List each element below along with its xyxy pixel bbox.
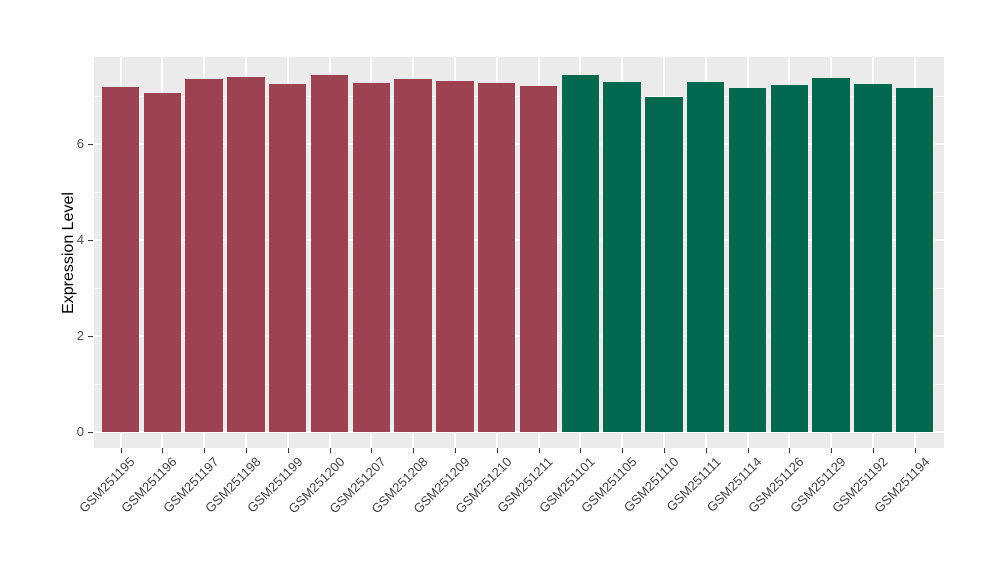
x-tick-mark [496,448,498,453]
x-tick-mark [454,448,456,453]
bar-GSM251211 [519,85,558,432]
x-tick-mark [831,448,833,453]
x-tick-mark [914,448,916,453]
x-tick-mark [120,448,122,453]
y-tick-label: 0 [76,424,84,439]
bar-GSM251207 [352,83,391,432]
minor-gridline-y3 [94,288,944,289]
x-tick-mark [204,448,206,453]
x-tick-mark [287,448,289,453]
x-tick-mark [162,448,164,453]
major-gridline-y2 [94,335,944,337]
y-tick-mark [88,432,93,433]
bar-GSM251129 [812,78,850,432]
y-tick-mark [88,336,93,337]
x-tick-mark [413,448,415,453]
x-tick-mark [329,448,331,453]
minor-gridline-y7 [94,96,944,97]
x-tick-mark [245,448,247,453]
major-gridline-y4 [94,239,944,241]
minor-gridline-y5 [94,192,944,193]
minor-gridline-y1 [94,384,944,385]
bar-GSM251192 [854,83,892,432]
y-tick-label: 6 [76,136,84,151]
x-tick-mark [872,448,874,453]
bar-GSM251105 [603,82,641,432]
bar-GSM251114 [728,88,767,432]
y-tick-label: 2 [76,328,84,343]
bar-GSM251110 [645,97,683,432]
x-tick-mark [622,448,624,453]
bar-GSM251196 [143,93,182,432]
major-gridline-y0 [94,431,944,433]
bar-GSM251194 [895,87,934,432]
bar-GSM251200 [310,74,349,432]
y-tick-label: 4 [76,232,84,247]
x-tick-mark [789,448,791,453]
bar-GSM251209 [436,80,474,432]
y-tick-mark [88,240,93,241]
y-axis-title: Expression Level [60,192,77,314]
x-tick-mark [538,448,540,453]
x-tick-mark [747,448,749,453]
major-gridline-y6 [94,143,944,145]
bar-GSM251101 [561,74,600,432]
x-tick-mark [705,448,707,453]
bar-GSM251198 [227,76,265,432]
x-tick-mark [371,448,373,453]
y-tick-mark [88,144,93,145]
bar-GSM251208 [394,78,432,432]
bar-GSM251199 [268,83,307,432]
bar-GSM251197 [185,78,223,432]
bar-GSM251126 [770,85,809,432]
x-tick-mark [663,448,665,453]
bar-GSM251210 [477,82,516,432]
bar-GSM251195 [101,86,140,432]
plot-panel [94,57,944,448]
x-tick-mark [580,448,582,453]
bar-GSM251111 [686,82,725,432]
